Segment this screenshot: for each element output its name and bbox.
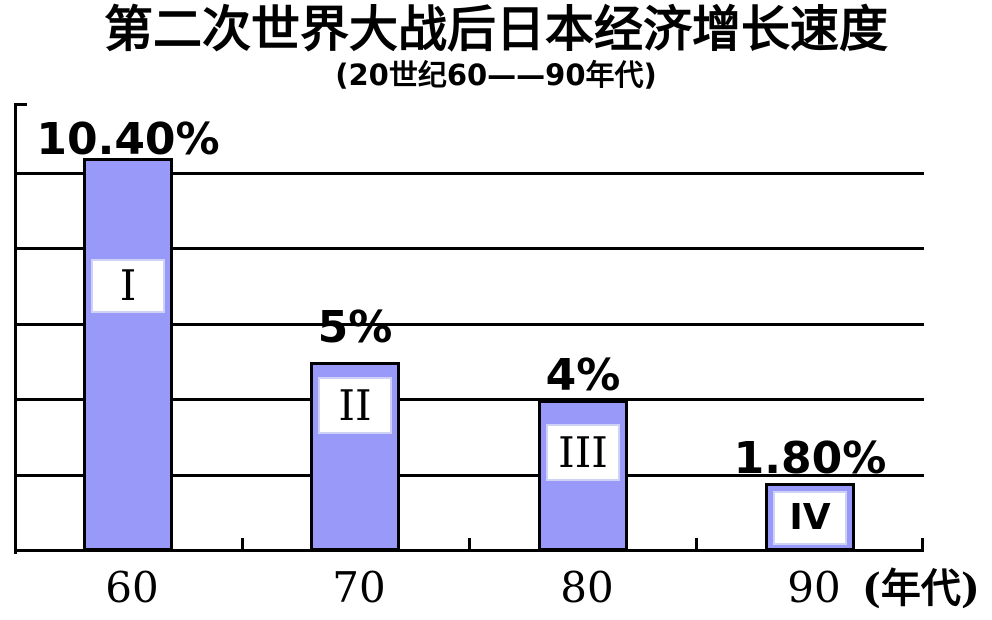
bar-value-label-60: 10.40% — [36, 114, 220, 165]
bar-60 — [83, 158, 173, 551]
bar-inner-label: IV — [789, 497, 831, 538]
y-axis-line — [14, 103, 17, 554]
chart-subtitle: (20世纪60——90年代) — [335, 58, 657, 92]
gridline-6pct — [14, 323, 924, 326]
x-axis-line — [14, 549, 924, 552]
x-axis-tick-1 — [468, 538, 471, 550]
gridline-10pct — [14, 172, 924, 175]
x-tick-label-80: 80 — [560, 563, 614, 612]
x-tick-label-90: 90 — [787, 563, 841, 612]
bar-inner-label-box-IV: IV — [773, 491, 847, 545]
x-tick-label-70: 70 — [332, 563, 386, 612]
bar-inner-label: I — [119, 261, 137, 310]
bar-inner-label: II — [338, 380, 372, 430]
bar-value-label-80: 4% — [545, 350, 621, 401]
bar-inner-label-box-II: II — [318, 377, 392, 434]
x-axis-tick-3 — [921, 538, 924, 550]
x-axis-tick-2 — [695, 538, 698, 550]
y-axis-top-tick — [14, 103, 27, 106]
bar-value-label-70: 5% — [317, 302, 393, 353]
gridline-8pct — [14, 247, 924, 250]
gridline-2pct — [14, 474, 924, 477]
gridline-4pct — [14, 398, 924, 401]
x-axis-tick-0 — [241, 538, 244, 550]
bar-inner-label-box-III: III — [546, 424, 620, 481]
x-tick-label-60: 60 — [105, 563, 159, 612]
bar-inner-label-box-I: I — [91, 259, 165, 313]
chart-title: 第二次世界大战后日本经济增长速度 — [103, 0, 888, 58]
bar-inner-label: III — [558, 427, 608, 477]
x-axis-unit-label: (年代) — [862, 565, 980, 612]
bar-value-label-90: 1.80% — [733, 433, 887, 484]
